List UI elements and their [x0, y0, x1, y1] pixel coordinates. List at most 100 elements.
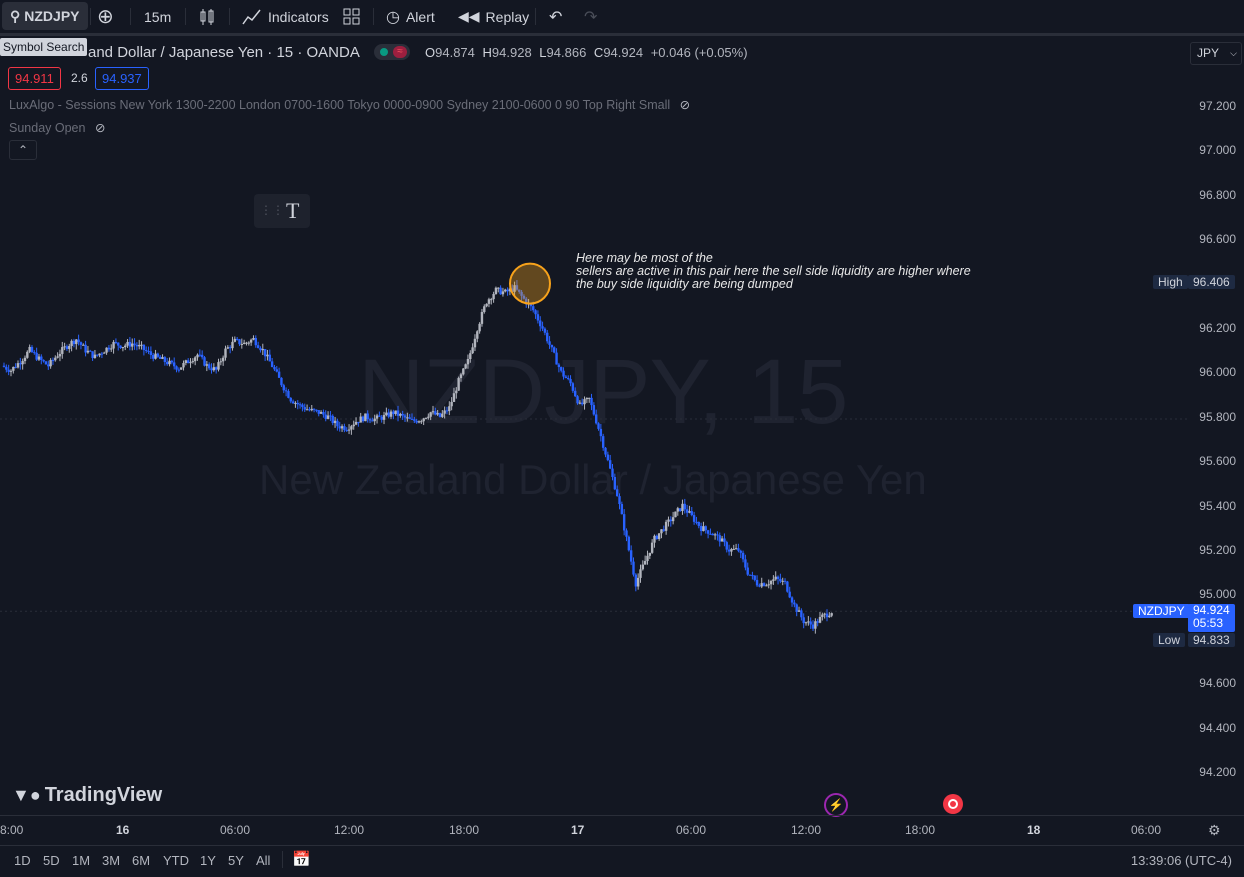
candle-body — [270, 361, 274, 368]
record-marker-icon[interactable] — [943, 794, 963, 814]
candle-body — [336, 420, 339, 427]
candle-body — [259, 347, 262, 351]
candle-body — [601, 436, 605, 448]
indicators-button[interactable]: Indicators — [242, 0, 329, 33]
range-button-5d[interactable]: 5D — [43, 853, 60, 868]
candle-body — [669, 519, 672, 522]
candle-body — [662, 529, 666, 531]
range-button-1m[interactable]: 1M — [72, 853, 91, 868]
candle-body — [760, 583, 763, 587]
candle-body — [228, 347, 232, 349]
candle-body — [604, 447, 607, 455]
candle-body — [119, 345, 122, 348]
candle-body — [30, 346, 34, 353]
range-button-1d[interactable]: 1D — [14, 853, 31, 868]
range-button-3m[interactable]: 3M — [102, 853, 121, 868]
candle-body — [280, 377, 283, 386]
undo-icon[interactable]: ↶ — [549, 8, 563, 26]
interval-button[interactable]: 15m — [144, 8, 172, 25]
collapse-legend-button[interactable]: ⌃ — [9, 140, 37, 160]
alert-button[interactable]: ◷ Alert — [386, 8, 435, 26]
candle-body — [518, 289, 521, 292]
candle-body — [536, 314, 540, 321]
candle-body — [282, 385, 285, 391]
symbol-search-button[interactable]: ⚲ NZDJPY — [2, 2, 88, 30]
candle-body — [333, 420, 337, 424]
candle-body — [487, 299, 491, 304]
indicator-sunday-open[interactable]: Sunday Open ⊘ — [9, 121, 106, 135]
candle-body — [646, 555, 649, 562]
lightning-event-icon[interactable]: ⚡ — [824, 793, 848, 817]
candle-body — [802, 617, 805, 624]
range-button-6m[interactable]: 6M — [132, 853, 151, 868]
candle-body — [695, 521, 698, 523]
candle-body — [357, 421, 360, 423]
hidden-eye-icon[interactable]: ⊘ — [679, 98, 691, 112]
candle-body — [697, 521, 700, 526]
drag-handle-icon[interactable]: ⋮⋮ — [260, 203, 284, 217]
y-axis-tick: 95.600 — [1199, 454, 1236, 469]
candle-body — [79, 342, 83, 345]
settings-gear-icon[interactable]: ⚙ — [1208, 822, 1221, 838]
candle-body — [375, 415, 379, 419]
candle-body — [156, 353, 160, 357]
candle-body — [576, 396, 579, 404]
candle-body — [702, 526, 705, 532]
candle-body — [96, 354, 99, 356]
candle-body — [758, 585, 761, 587]
chart-annotation-note[interactable]: Here may be most of the sellers are acti… — [576, 251, 971, 291]
replay-button[interactable]: ◀◀ Replay — [458, 8, 530, 25]
text-tool-widget[interactable]: ⋮⋮ T — [254, 194, 310, 228]
candle-body — [172, 362, 176, 367]
price-chart[interactable] — [0, 36, 1244, 816]
candle-body — [634, 574, 638, 587]
range-button-1y[interactable]: 1Y — [200, 853, 216, 868]
calendar-goto-icon[interactable]: 📅 — [292, 851, 311, 868]
annotation-circle[interactable] — [509, 262, 551, 305]
buy-price-button[interactable]: 94.937 — [95, 67, 149, 90]
market-status-badge[interactable]: ≈ — [374, 44, 410, 60]
candle-body — [268, 354, 271, 362]
watermark-name: New Zealand Dollar / Japanese Yen — [259, 456, 927, 503]
candle-body — [179, 367, 183, 370]
candle-body — [44, 361, 48, 365]
candle-style-icon[interactable] — [199, 0, 215, 33]
compare-add-icon[interactable]: ⊕ — [97, 6, 114, 28]
candle-body — [469, 353, 472, 360]
clock-timezone[interactable]: 13:39:06 (UTC-4) — [1130, 853, 1232, 868]
text-tool-icon[interactable]: T — [286, 198, 300, 223]
candle-body — [408, 417, 411, 419]
candle-body — [553, 347, 556, 353]
redo-icon[interactable]: ↷ — [584, 8, 598, 26]
indicator-luxalgo[interactable]: LuxAlgo - Sessions New York 1300-2200 Lo… — [9, 98, 691, 112]
range-button-ytd[interactable]: YTD — [163, 853, 189, 868]
candle-body — [688, 511, 691, 513]
tradingview-logo[interactable]: ▼● TradingView — [12, 784, 163, 806]
layouts-icon[interactable] — [343, 0, 361, 33]
candle-body — [33, 352, 36, 354]
candle-body — [168, 360, 171, 365]
symbol-label: NZDJPY — [24, 8, 80, 24]
candle-body — [354, 421, 358, 425]
chevron-up-icon: ⌃ — [17, 143, 29, 157]
x-axis-tick: 16 — [116, 823, 130, 837]
range-button-5y[interactable]: 5Y — [228, 853, 244, 868]
currency-select[interactable]: JPY ⌵ — [1190, 42, 1242, 65]
sell-price-button[interactable]: 94.911 — [8, 67, 61, 90]
lagging-icon: ≈ — [393, 46, 407, 58]
spread-value: 2.6 — [71, 71, 88, 85]
candle-body — [741, 552, 745, 560]
candle-body — [585, 397, 589, 400]
candle-body — [448, 406, 451, 412]
candle-body — [632, 561, 635, 575]
candle-body — [145, 350, 148, 352]
candle-body — [114, 341, 118, 343]
candle-body — [110, 348, 113, 350]
x-axis-tick: 18:00 — [905, 823, 936, 837]
hidden-eye-icon[interactable]: ⊘ — [94, 121, 106, 135]
range-button-all[interactable]: All — [256, 853, 271, 868]
candle-body — [207, 364, 211, 369]
candle-body — [287, 391, 290, 398]
candle-body — [14, 366, 17, 368]
candle-body — [224, 348, 227, 358]
